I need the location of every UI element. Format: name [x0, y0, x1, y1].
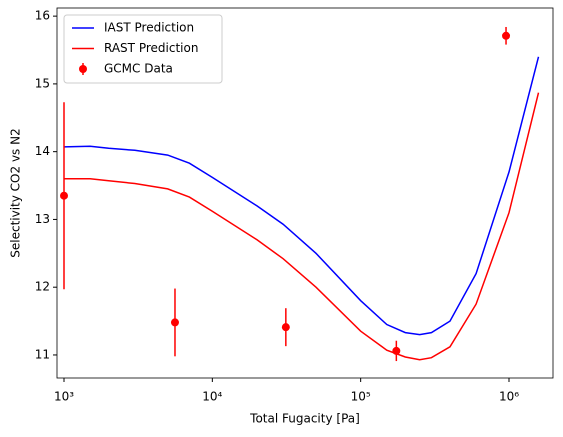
legend-box: [63, 14, 223, 84]
line: [63, 56, 540, 336]
legend-label: RAST Prediction: [104, 41, 198, 55]
data-point: [281, 323, 290, 332]
legend-swatch: [79, 65, 87, 73]
x-axis-label: Total Fugacity [Pa]: [249, 412, 360, 426]
legend-label: GCMC Data: [104, 62, 173, 76]
x-tick-label: 10⁶: [499, 390, 519, 404]
plot-frame: [56, 7, 554, 379]
legend-label: IAST Prediction: [104, 21, 194, 35]
data-point: [392, 346, 401, 355]
y-tick-label: 14: [35, 144, 50, 158]
y-tick-label: 13: [35, 212, 50, 226]
y-axis-label: Selectivity CO2 vs N2: [9, 128, 23, 257]
y-tick-label: 16: [35, 9, 50, 23]
x-tick-label: 10⁵: [351, 390, 371, 404]
line: [64, 92, 540, 361]
data-point: [170, 318, 179, 327]
y-tick-label: 12: [35, 280, 50, 294]
y-tick-label: 11: [35, 347, 50, 361]
x-tick-label: 10³: [54, 390, 74, 404]
y-tick-label: 15: [35, 76, 50, 90]
data-point: [60, 191, 69, 200]
x-tick-label: 10⁴: [202, 390, 222, 404]
data-point: [502, 31, 511, 40]
